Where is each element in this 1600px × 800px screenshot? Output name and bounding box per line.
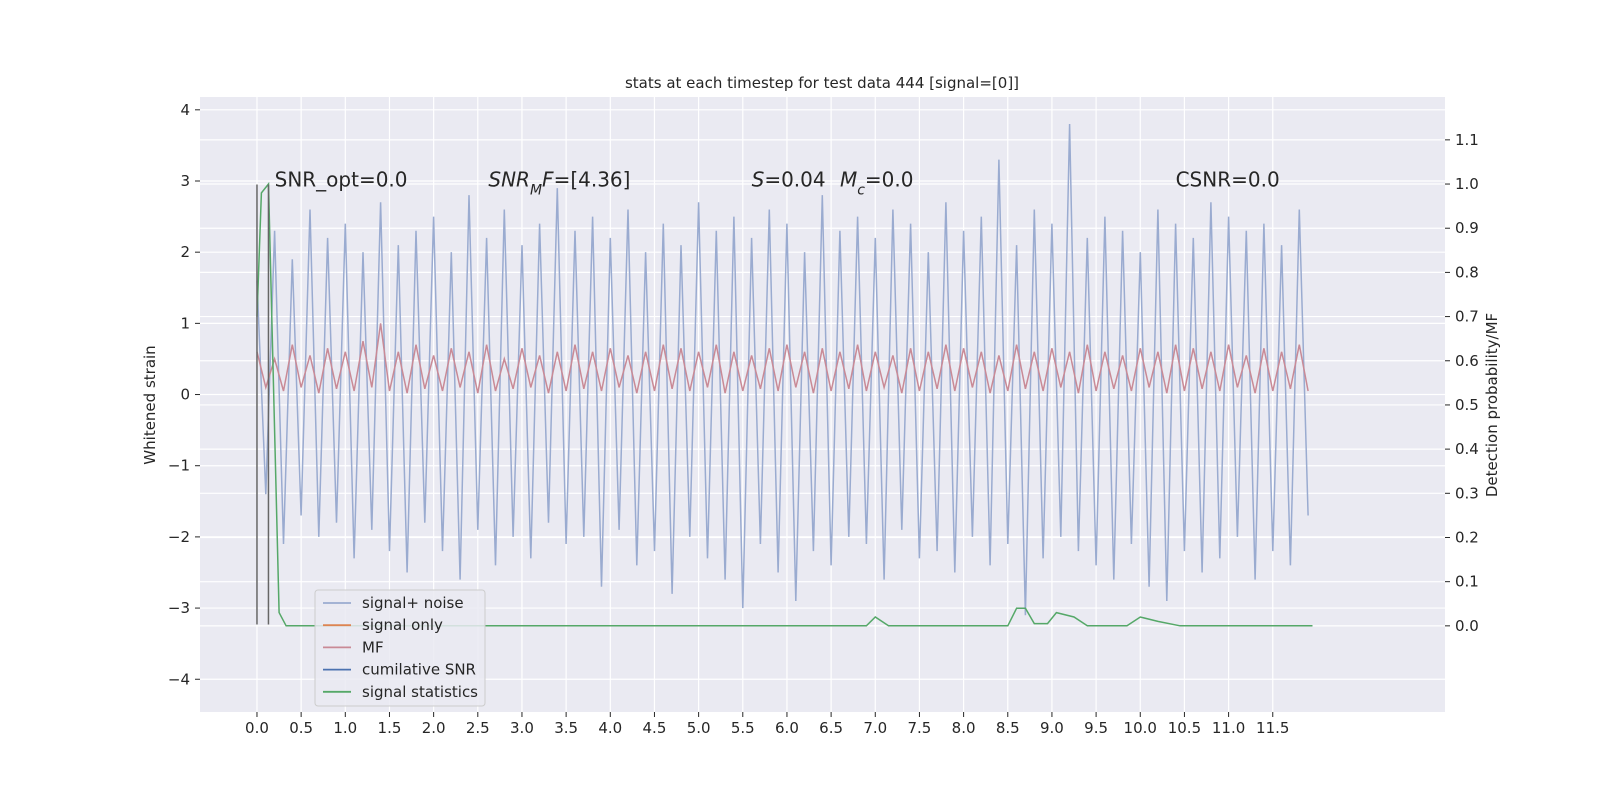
y-tick-label: 4: [180, 101, 190, 119]
x-tick-label: 9.0: [1040, 719, 1064, 737]
y2-tick-label: 0.9: [1455, 219, 1479, 237]
y2-axis-label: Detection probability/MF: [1483, 313, 1501, 497]
legend-label: cumilative SNR: [362, 661, 476, 679]
annotation-part: CSNR=0.0: [1176, 168, 1280, 192]
x-tick-label: 10.5: [1168, 719, 1201, 737]
chart-title: stats at each timestep for test data 444…: [625, 74, 1019, 92]
y-tick-label: −4: [168, 670, 190, 688]
x-tick-label: 1.0: [333, 719, 357, 737]
y2-tick-label: 0.8: [1455, 263, 1479, 281]
x-tick-label: 7.0: [863, 719, 887, 737]
x-tick-label: 4.5: [643, 719, 667, 737]
annotation-part: F: [542, 168, 554, 192]
annotation-part: =0.0: [865, 168, 914, 192]
x-tick-label: 5.0: [687, 719, 711, 737]
y-tick-label: −3: [168, 599, 190, 617]
annotation: SNR_opt=0.0: [275, 168, 408, 192]
y2-tick-label: 0.1: [1455, 573, 1479, 591]
annotation-part: M: [840, 168, 857, 192]
series-line: [256, 123, 1309, 616]
y-tick-label: 3: [180, 172, 190, 190]
annotation: CSNR=0.0: [1176, 168, 1280, 192]
annotation: SNRMF=[4.36]: [488, 168, 630, 199]
x-tick-label: 2.5: [466, 719, 490, 737]
y-tick-label: −2: [168, 528, 190, 546]
legend-label: signal only: [362, 616, 443, 634]
series-line: [256, 323, 1309, 394]
x-tick-label: 3.0: [510, 719, 534, 737]
x-tick-label: 5.5: [731, 719, 755, 737]
x-tick-label: 6.0: [775, 719, 799, 737]
annotation-part: =[4.36]: [554, 168, 631, 192]
y2-tick-label: 1.1: [1455, 131, 1479, 149]
x-tick-label: 11.0: [1212, 719, 1245, 737]
legend-label: signal statistics: [362, 683, 478, 701]
x-tick-label: 0.0: [245, 719, 269, 737]
series-line: [256, 181, 1313, 627]
y-tick-label: 2: [180, 243, 190, 261]
annotation-part: SNR_opt=0.0: [275, 168, 408, 192]
y2-tick-label: 0.0: [1455, 617, 1479, 635]
annotation-part: c: [857, 183, 865, 199]
x-tick-label: 2.0: [422, 719, 446, 737]
x-tick-label: 10.0: [1124, 719, 1157, 737]
y2-tick-label: 0.5: [1455, 396, 1479, 414]
annotation: S=0.04: [752, 168, 826, 192]
annotation-part: M: [530, 183, 542, 199]
y2-tick-label: 0.3: [1455, 484, 1479, 502]
y2-tick-label: 0.7: [1455, 308, 1479, 326]
y-tick-label: 1: [180, 314, 190, 332]
y2-tick-label: 0.4: [1455, 440, 1479, 458]
x-tick-label: 4.0: [598, 719, 622, 737]
y2-tick-label: 0.6: [1455, 352, 1479, 370]
annotation-part: =0.04: [764, 168, 825, 192]
y2-tick-label: 1.0: [1455, 175, 1479, 193]
y-axis-label: Whitened strain: [141, 345, 159, 464]
annotation: Mc=0.0: [840, 168, 914, 199]
x-tick-label: 8.0: [952, 719, 976, 737]
x-tick-label: 11.5: [1256, 719, 1289, 737]
x-tick-label: 0.5: [289, 719, 313, 737]
x-tick-label: 1.5: [378, 719, 402, 737]
y2-tick-label: 0.2: [1455, 528, 1479, 546]
annotation-part: SNR: [488, 168, 530, 192]
legend-label: MF: [362, 638, 384, 656]
legend-box: [314, 589, 486, 707]
x-tick-label: 7.5: [908, 719, 932, 737]
x-tick-label: 9.5: [1084, 719, 1108, 737]
y-tick-label: 0: [180, 386, 190, 404]
y-tick-label: −1: [168, 457, 190, 475]
annotation-part: S: [752, 168, 765, 192]
x-tick-label: 3.5: [554, 719, 578, 737]
x-tick-label: 6.5: [819, 719, 843, 737]
x-tick-label: 8.5: [996, 719, 1020, 737]
legend-label: signal+ noise: [362, 594, 464, 612]
